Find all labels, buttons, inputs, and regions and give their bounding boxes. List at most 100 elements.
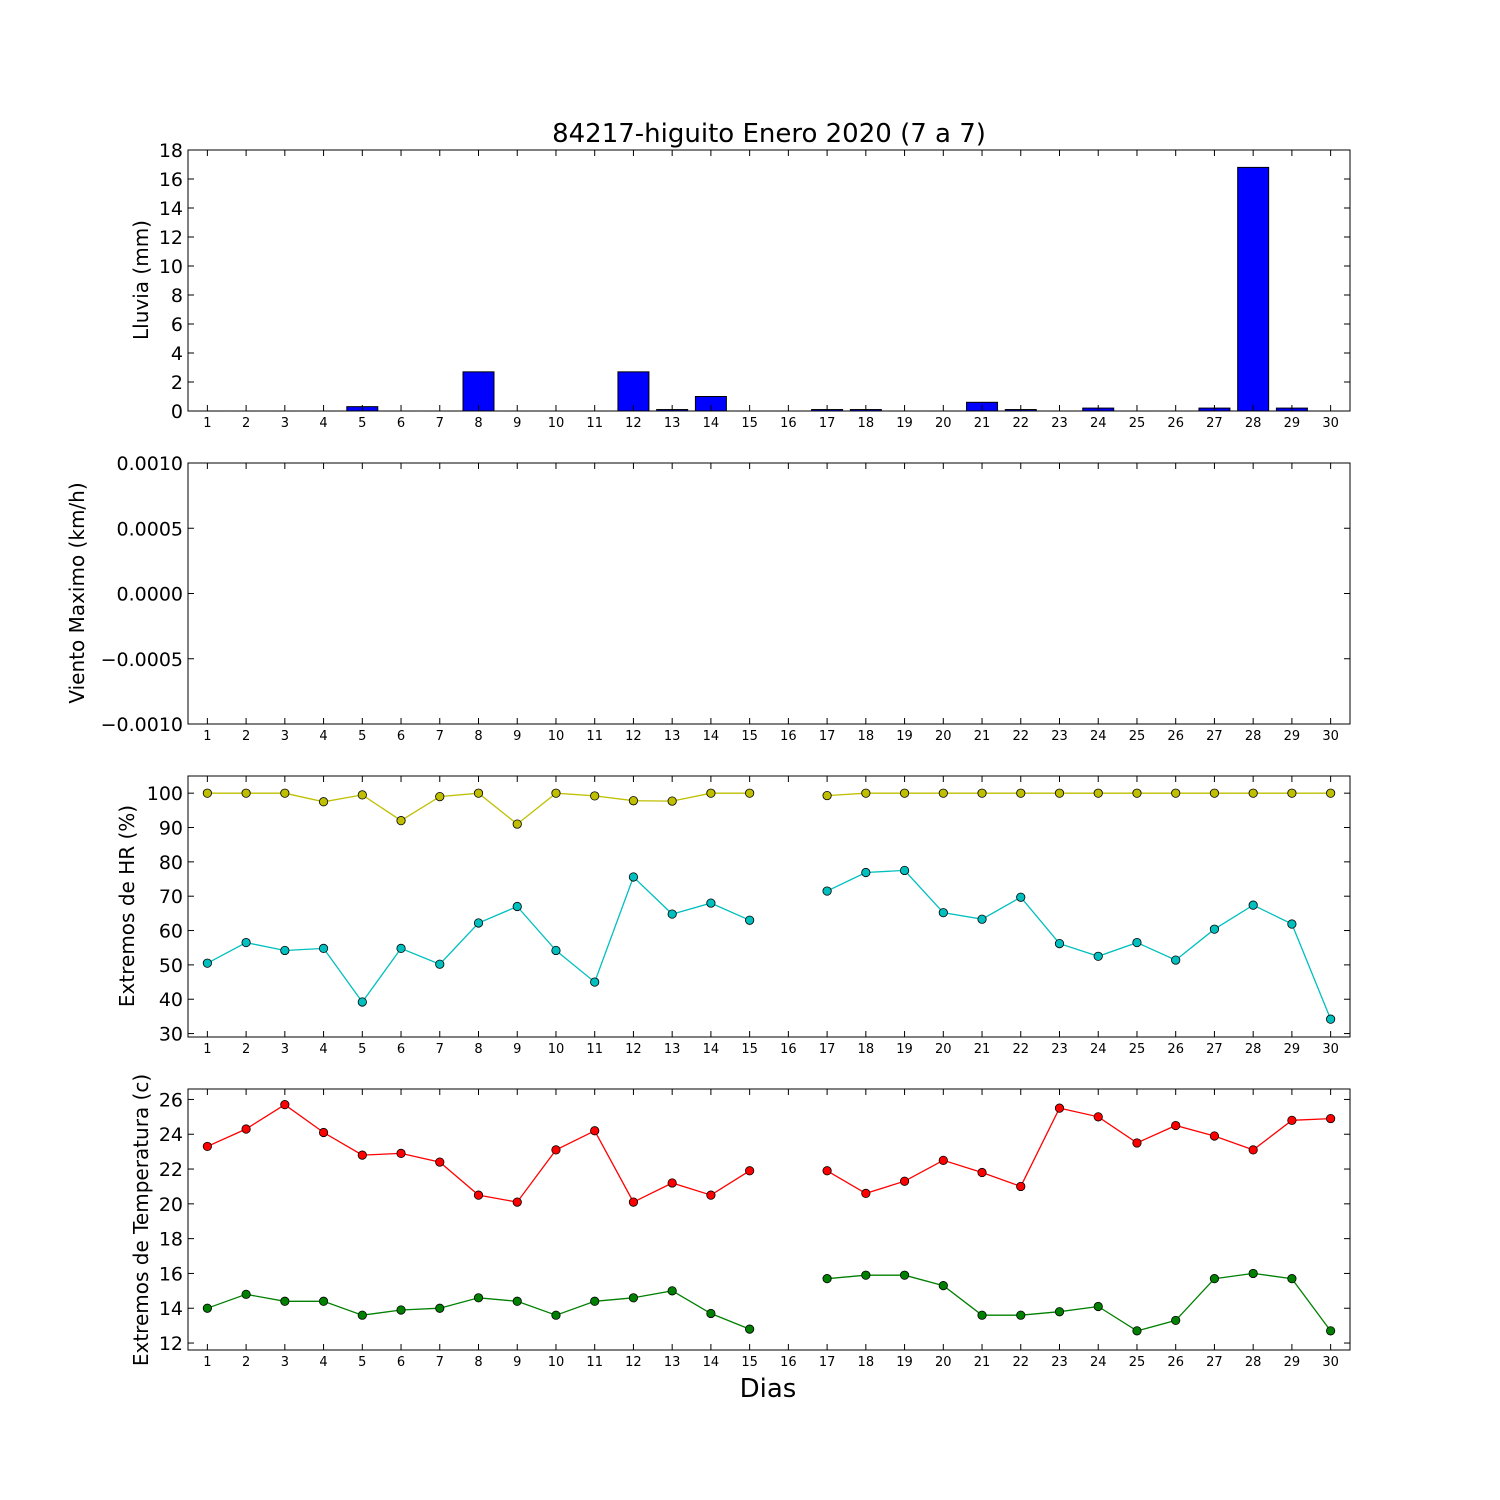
rain-xtick-label: 2 [242,416,250,431]
rain-xtick-label: 29 [1284,416,1301,431]
temperature-max-point-12 [628,1197,639,1207]
temperature-max-point-9 [512,1197,522,1207]
temperature-min-point-21 [977,1310,987,1320]
temperature-xtick-label: 20 [935,1355,952,1370]
temperature-min-point-23 [1054,1307,1065,1317]
humidity-min-point-18 [861,867,871,878]
wind-xtick-label: 10 [548,729,565,744]
humidity-xtick-label: 20 [935,1042,952,1057]
temperature-xtick-label: 11 [586,1355,603,1370]
rain-ytick-label: 8 [171,285,183,307]
temperature-max-point-18 [861,1188,871,1199]
humidity-xtick-label: 9 [513,1042,521,1057]
rain-xtick-label: 1 [203,416,211,431]
rain-bar-day-28 [1237,166,1270,412]
temperature-min-point-3 [280,1296,290,1306]
humidity-ytick-label: 50 [159,955,183,977]
rain-xtick-label: 25 [1129,416,1146,431]
temperature-min-point-25 [1132,1326,1142,1336]
humidity-xtick-label: 15 [741,1042,758,1057]
temperature-min-point-27 [1209,1274,1220,1284]
wind-xtick-label: 29 [1284,729,1301,744]
temperature-max-point-14 [706,1190,716,1200]
humidity-xtick-label: 16 [780,1042,797,1057]
wind-xtick-label: 22 [1012,729,1029,744]
temperature-max-point-10 [551,1145,561,1155]
temperature-max-point-21 [977,1167,987,1178]
wind-xtick-label: 21 [974,729,991,744]
wind-y-axis-label: Viento Maximo (km/h) [65,482,89,703]
wind-xtick-label: 4 [319,729,327,744]
humidity-max-point-21 [977,788,987,798]
chart-title: 84217-higuito Enero 2020 (7 a 7) [552,119,986,149]
wind-xtick-label: 16 [780,729,797,744]
humidity-min-point-29 [1287,919,1297,929]
humidity-min-point-8 [473,918,484,928]
temperature-max-point-6 [396,1148,406,1158]
temperature-xtick-label: 7 [436,1355,444,1370]
wind-xtick-label: 15 [741,729,758,744]
rain-bar-day-12 [617,371,650,412]
humidity-xtick-label: 21 [974,1042,991,1057]
humidity-max-point-17 [822,790,832,801]
wind-axes-frame [187,462,1351,725]
humidity-max-point-4 [318,797,329,807]
temperature-max-point-2 [241,1124,251,1134]
humidity-max-point-10 [551,788,561,798]
humidity-xtick-label: 14 [703,1042,720,1057]
wind-xtick-label: 2 [242,729,250,744]
temperature-max-point-13 [667,1178,677,1188]
rain-xtick-label: 15 [741,416,758,431]
humidity-max-point-29 [1287,788,1297,798]
humidity-axes-frame [187,775,1351,1038]
rain-xtick-label: 10 [548,416,565,431]
temperature-xtick-label: 13 [664,1355,681,1370]
wind-xtick-label: 30 [1322,729,1339,744]
temperature-min-point-30 [1326,1326,1336,1336]
humidity-min-point-10 [551,945,561,956]
temperature-xtick-label: 12 [625,1355,642,1370]
temperature-xtick-label: 24 [1090,1355,1107,1370]
rain-xtick-label: 26 [1167,416,1184,431]
rain-ytick-label: 10 [159,256,183,278]
temperature-max-point-25 [1132,1138,1142,1148]
wind-xtick-label: 1 [203,729,211,744]
rain-xtick-label: 7 [436,416,444,431]
rain-ytick-label: 18 [159,140,183,162]
humidity-xtick-label: 2 [242,1042,250,1057]
rain-xtick-label: 28 [1245,416,1262,431]
humidity-min-point-28 [1248,900,1258,910]
humidity-xtick-label: 30 [1322,1042,1339,1057]
rain-ytick-label: 4 [171,343,183,365]
humidity-xtick-label: 11 [586,1042,603,1057]
wind-xtick-label: 12 [625,729,642,744]
wind-xtick-label: 20 [935,729,952,744]
humidity-max-point-13 [667,796,677,806]
temperature-min-point-26 [1171,1315,1181,1326]
humidity-max-line-1 [207,792,750,825]
wind-xtick-label: 9 [513,729,521,744]
temperature-min-point-14 [706,1308,716,1319]
temperature-xtick-label: 29 [1284,1355,1301,1370]
temperature-ytick-label: 22 [159,1159,183,1181]
humidity-xtick-label: 4 [319,1042,327,1057]
wind-xtick-label: 17 [819,729,836,744]
humidity-max-point-3 [280,788,290,798]
rain-xtick-label: 17 [819,416,836,431]
humidity-max-point-19 [899,788,910,798]
temperature-xtick-label: 10 [548,1355,565,1370]
temperature-min-point-8 [473,1293,484,1303]
humidity-min-point-3 [280,945,290,956]
wind-xtick-label: 28 [1245,729,1262,744]
temperature-max-point-17 [822,1166,832,1176]
temperature-max-point-11 [590,1126,600,1136]
temperature-xtick-label: 6 [397,1355,405,1370]
humidity-max-point-11 [590,791,600,801]
rain-xtick-label: 13 [664,416,681,431]
temperature-max-point-5 [357,1150,367,1160]
humidity-max-point-26 [1171,788,1181,798]
x-axis-label: Dias [740,1374,797,1404]
humidity-ytick-label: 80 [159,852,183,874]
rain-axes-frame [187,149,1351,412]
